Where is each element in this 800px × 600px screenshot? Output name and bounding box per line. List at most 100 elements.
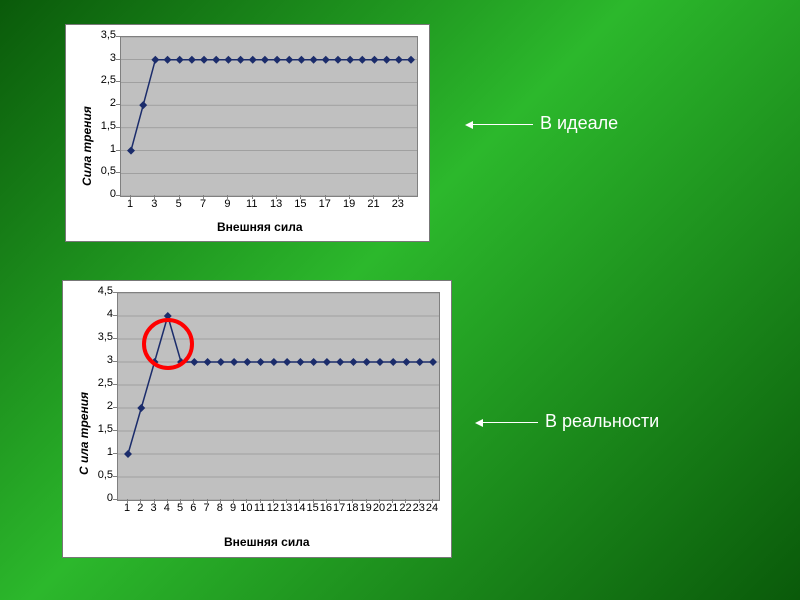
ytick: 0,5 (85, 469, 113, 481)
xtick-mark (419, 499, 420, 503)
xtick-mark (379, 499, 380, 503)
arrow-line-ideal (473, 124, 533, 125)
xtick-mark (432, 499, 433, 503)
ytick: 2,5 (88, 74, 116, 86)
xtick-mark (127, 499, 128, 503)
xtick: 19 (341, 198, 357, 210)
xtick: 3 (146, 198, 162, 210)
xtick-mark (286, 499, 287, 503)
ytick-mark (113, 453, 117, 454)
ytick: 0 (85, 492, 113, 504)
ytick-mark (113, 292, 117, 293)
ytick: 2 (85, 400, 113, 412)
ytick: 3 (88, 52, 116, 64)
xtick: 7 (195, 198, 211, 210)
xtick: 11 (244, 198, 260, 210)
ytick: 1 (88, 143, 116, 155)
xtick: 9 (219, 198, 235, 210)
arrow-line-real (483, 422, 538, 423)
ytick: 4 (85, 308, 113, 320)
ytick-mark (113, 384, 117, 385)
xtick-mark (276, 195, 277, 199)
xtick-mark (326, 499, 327, 503)
xtick-mark (140, 499, 141, 503)
xtick: 5 (171, 198, 187, 210)
xtick-mark (373, 195, 374, 199)
xtick: 23 (390, 198, 406, 210)
xtick-mark (220, 499, 221, 503)
xtick-mark (352, 499, 353, 503)
xtick-mark (252, 195, 253, 199)
xtick-mark (299, 499, 300, 503)
ytick-mark (113, 338, 117, 339)
xtick: 15 (292, 198, 308, 210)
ytick-mark (113, 499, 117, 500)
xtick-mark (246, 499, 247, 503)
xtick-mark (339, 499, 340, 503)
ytick: 3,5 (85, 331, 113, 343)
ytick-mark (116, 59, 120, 60)
ytick-mark (116, 172, 120, 173)
callout-ideal: В идеале (540, 113, 618, 134)
xtick-mark (179, 195, 180, 199)
xtick-mark (349, 195, 350, 199)
ytick-mark (116, 127, 120, 128)
ytick-mark (116, 36, 120, 37)
ytick-mark (113, 476, 117, 477)
ytick-mark (113, 315, 117, 316)
xtick-mark (227, 195, 228, 199)
ytick-mark (116, 81, 120, 82)
xtick-mark (154, 195, 155, 199)
ytick-mark (116, 195, 120, 196)
ytick: 1,5 (88, 120, 116, 132)
xtick-mark (366, 499, 367, 503)
xtick-mark (167, 499, 168, 503)
ytick: 3 (85, 354, 113, 366)
slide-content: Сила трения Внешняя сила 00,511,522,533,… (0, 0, 800, 600)
chart-ideal-outer: Сила трения Внешняя сила 00,511,522,533,… (72, 31, 423, 235)
ytick: 2,5 (85, 377, 113, 389)
ytick: 2 (88, 97, 116, 109)
ytick: 0,5 (88, 165, 116, 177)
xtick: 1 (122, 198, 138, 210)
chart-ideal: Сила трения Внешняя сила 00,511,522,533,… (65, 24, 430, 242)
ytick-mark (113, 361, 117, 362)
arrow-head-ideal (465, 121, 473, 129)
xtick: 24 (424, 502, 440, 514)
chart-real-outer: С ила трения Внешняя сила 00,511,522,533… (69, 287, 445, 551)
xtick-mark (193, 499, 194, 503)
ytick-mark (116, 150, 120, 151)
callout-real: В реальности (545, 411, 659, 432)
xtick-mark (233, 499, 234, 503)
xtick-mark (203, 195, 204, 199)
xtick-mark (260, 499, 261, 503)
chart-real-plot-area (117, 292, 440, 501)
xtick: 21 (365, 198, 381, 210)
xtick-mark (325, 195, 326, 199)
ytick: 4,5 (85, 285, 113, 297)
chart-real-xlabel: Внешняя сила (224, 535, 310, 549)
xtick-mark (130, 195, 131, 199)
xtick-mark (313, 499, 314, 503)
xtick-mark (273, 499, 274, 503)
arrow-head-real (475, 419, 483, 427)
xtick-mark (207, 499, 208, 503)
ytick: 1,5 (85, 423, 113, 435)
xtick-mark (398, 195, 399, 199)
ytick: 1 (85, 446, 113, 458)
xtick-mark (300, 195, 301, 199)
xtick: 17 (317, 198, 333, 210)
ytick-mark (113, 407, 117, 408)
highlight-circle (142, 318, 194, 370)
ytick-mark (113, 430, 117, 431)
ytick: 3,5 (88, 29, 116, 41)
chart-ideal-xlabel: Внешняя сила (217, 220, 303, 234)
chart-real: С ила трения Внешняя сила 00,511,522,533… (62, 280, 452, 558)
xtick-mark (180, 499, 181, 503)
xtick: 13 (268, 198, 284, 210)
xtick-mark (154, 499, 155, 503)
xtick-mark (405, 499, 406, 503)
chart-ideal-plot-area (120, 36, 418, 197)
ytick-mark (116, 104, 120, 105)
chart-ideal-series (121, 37, 417, 196)
